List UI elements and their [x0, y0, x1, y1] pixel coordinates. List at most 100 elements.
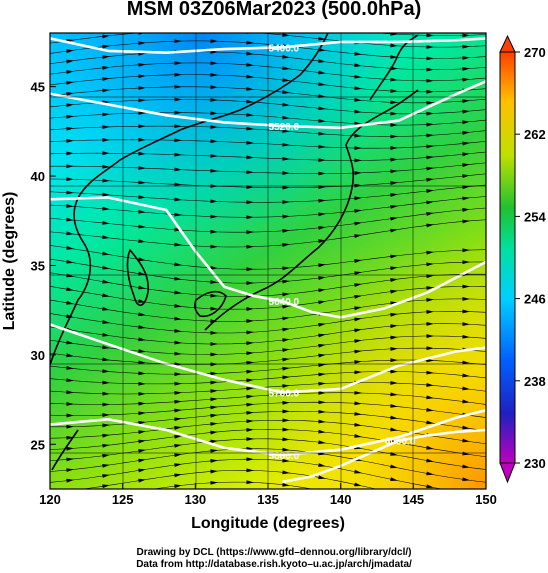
wind-arrow — [102, 463, 110, 468]
wind-arrow — [138, 325, 146, 329]
wind-arrow — [210, 330, 218, 335]
wind-arrow — [174, 84, 182, 89]
streamline — [50, 33, 486, 36]
wind-arrow — [282, 66, 290, 71]
wind-arrow — [282, 279, 290, 284]
wind-arrow — [210, 199, 218, 204]
wind-arrow — [426, 458, 434, 463]
wind-arrow — [354, 349, 362, 354]
wind-arrow — [102, 265, 110, 270]
wind-arrow — [426, 497, 434, 501]
x-tick-label: 145 — [402, 492, 424, 507]
wind-arrow — [246, 394, 254, 399]
wind-arrow — [174, 227, 182, 232]
contour-line — [50, 80, 486, 130]
wind-arrow — [390, 477, 398, 482]
contour-line — [50, 409, 486, 457]
wind-arrow — [102, 453, 110, 458]
wind-arrow — [246, 51, 254, 56]
wind-arrow — [138, 439, 146, 444]
wind-arrow — [246, 155, 254, 160]
wind-arrow — [282, 458, 290, 463]
wind-arrow — [66, 164, 74, 169]
wind-arrow — [174, 138, 182, 143]
wind-arrow — [318, 198, 326, 203]
wind-arrow — [318, 171, 326, 176]
wind-arrow — [210, 439, 218, 444]
wind-arrow — [138, 166, 146, 170]
wind-arrow — [462, 120, 470, 125]
wind-arrow — [462, 373, 470, 378]
wind-arrow — [282, 327, 290, 332]
wind-arrow — [354, 411, 362, 416]
wind-arrow — [426, 67, 434, 72]
wind-arrow — [390, 100, 398, 105]
wind-arrow — [246, 112, 254, 117]
wind-arrow — [102, 164, 110, 169]
wind-arrow — [462, 490, 470, 494]
wind-arrow — [390, 358, 398, 363]
wind-arrow — [138, 257, 146, 262]
wind-arrow — [318, 276, 326, 280]
wind-arrow — [282, 366, 290, 371]
wind-arrow — [354, 133, 362, 138]
wind-arrow — [354, 29, 362, 33]
wind-arrow — [426, 309, 434, 314]
x-tick-label: 135 — [257, 492, 279, 507]
wind-arrow — [390, 134, 398, 139]
wind-arrow — [282, 142, 290, 147]
wind-arrow — [102, 178, 110, 183]
wind-arrow — [174, 97, 182, 102]
contour-label: 5880.0 — [269, 451, 300, 462]
wind-arrow — [174, 110, 182, 115]
wind-arrow — [390, 111, 398, 116]
wind-arrow — [66, 138, 74, 143]
wind-arrow — [354, 63, 362, 68]
wind-arrow — [426, 189, 434, 194]
wind-arrow — [102, 413, 110, 417]
wind-arrow — [390, 33, 398, 36]
colorbar-tick-label: 262 — [524, 127, 546, 142]
y-tick-label: 35 — [31, 258, 45, 273]
wind-arrow — [210, 97, 218, 102]
wind-arrow — [66, 49, 74, 54]
wind-arrow — [138, 111, 146, 116]
wind-arrow — [66, 402, 74, 406]
wind-arrow — [66, 390, 74, 395]
wind-arrow — [138, 271, 146, 276]
wind-arrow — [390, 216, 398, 221]
wind-arrow — [354, 306, 362, 311]
wind-arrow — [174, 124, 182, 129]
wind-arrow — [282, 338, 290, 343]
wind-arrow — [462, 109, 470, 114]
wind-arrow — [354, 294, 362, 299]
wind-arrow — [282, 447, 290, 452]
wind-arrow — [426, 45, 434, 49]
contour-label: 5520.0 — [269, 122, 300, 133]
wind-arrow — [426, 346, 434, 351]
wind-arrow — [66, 340, 74, 345]
wind-arrow — [138, 449, 146, 453]
wind-arrow — [210, 371, 218, 376]
wind-arrow — [390, 380, 398, 385]
wind-arrow — [462, 163, 470, 168]
wind-arrow — [210, 293, 218, 298]
wind-arrow — [390, 228, 398, 233]
wind-arrow — [282, 437, 290, 442]
wind-arrow — [246, 140, 254, 145]
wind-arrow — [66, 59, 74, 64]
wind-arrow — [174, 19, 182, 23]
wind-arrow — [318, 131, 326, 136]
wind-arrow — [102, 279, 110, 284]
wind-arrow — [210, 362, 218, 367]
wind-arrow — [246, 62, 254, 67]
wind-arrow — [102, 24, 110, 28]
wind-arrow — [354, 496, 362, 500]
wind-arrow — [462, 131, 470, 135]
wind-arrow — [246, 40, 254, 45]
wind-arrow — [426, 89, 434, 94]
wind-arrow — [462, 399, 470, 404]
wind-arrow — [210, 229, 218, 234]
wind-arrow — [354, 86, 362, 91]
wind-arrow — [354, 171, 362, 175]
